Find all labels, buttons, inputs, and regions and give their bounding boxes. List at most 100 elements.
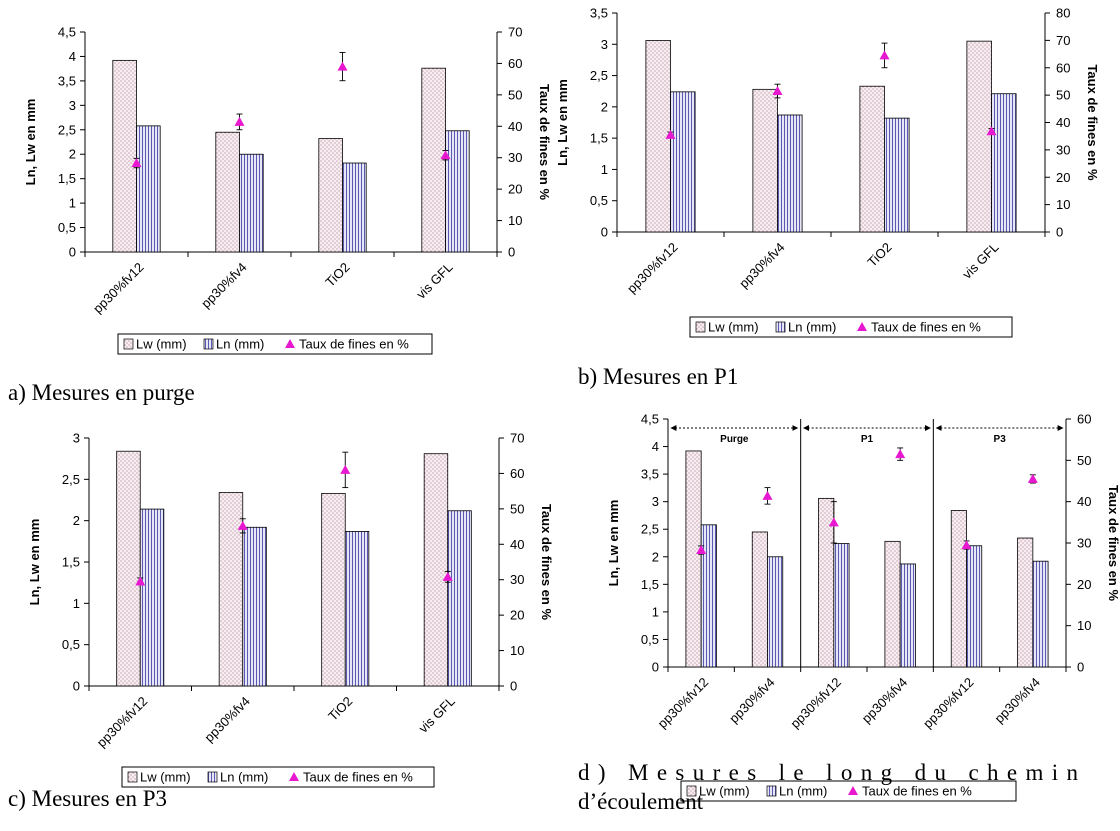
legend: Lw (mm) Ln (mm) Taux de fines en % bbox=[117, 333, 433, 355]
legend-swatch-ln bbox=[207, 771, 218, 783]
bar-ln bbox=[899, 563, 916, 668]
bar-ln bbox=[239, 153, 264, 253]
bar-ln bbox=[833, 543, 850, 668]
y-tick-label-left: 3 bbox=[652, 494, 659, 509]
legend-swatch-ln bbox=[775, 321, 786, 333]
panel-caption: b) Mesures en P1 bbox=[578, 364, 738, 389]
legend-label-lw: Lw (mm) bbox=[708, 320, 759, 335]
y-tick-label-right: 50 bbox=[1056, 88, 1070, 103]
legend: Lw (mm) Ln (mm) Taux de fines en % bbox=[689, 316, 1013, 338]
marker-taux bbox=[340, 464, 351, 474]
caption-line: d) Mesures le long du chemin bbox=[578, 760, 1079, 785]
y-tick-label-left: 2,5 bbox=[590, 68, 608, 83]
x-tick-label: pp30%fv12 bbox=[624, 240, 681, 297]
y-tick-label-right: 30 bbox=[1056, 142, 1070, 157]
y-axis-title-right: Taux de fines en % bbox=[539, 504, 554, 621]
y-tick-label-right: 40 bbox=[1056, 115, 1070, 130]
panel-caption: c) Mesures en P3 bbox=[8, 786, 167, 811]
y-tick-label-left: 1,5 bbox=[590, 131, 608, 146]
y-tick-label-left: 2 bbox=[652, 549, 659, 564]
legend-marker-taux bbox=[289, 772, 299, 781]
y-tick-label-right: 30 bbox=[508, 150, 522, 165]
bar-lw bbox=[645, 40, 671, 233]
y-tick-label-right: 50 bbox=[1077, 453, 1091, 468]
y-tick-label-right: 40 bbox=[1077, 494, 1091, 509]
y-tick-label-left: 1,5 bbox=[62, 555, 80, 570]
marker-taux bbox=[895, 449, 906, 459]
legend-swatch-lw bbox=[127, 771, 138, 783]
bar-lw bbox=[685, 450, 702, 668]
legend-swatch-ln bbox=[203, 338, 214, 350]
y-axis-title-right: Taux de fines en % bbox=[1106, 485, 1120, 602]
legend-box bbox=[117, 333, 433, 355]
y-tick-label-right: 80 bbox=[1056, 6, 1070, 21]
y-tick-label-left: 2,5 bbox=[641, 522, 659, 537]
y-tick-label-left: 4,5 bbox=[641, 412, 659, 427]
x-tick-label: pp30%fv12 bbox=[655, 675, 712, 732]
legend-label-taux: Taux de fines en % bbox=[303, 770, 413, 785]
bar-lw bbox=[752, 88, 778, 233]
chart-panel-a: 0 0,5 1 1,5 2 2,5 3 3,5 4 4,5 0 10 20 30 40 50 60 70 Ln, L… bbox=[8, 25, 552, 406]
y-tick-label-right: 0 bbox=[510, 679, 517, 694]
bar-ln bbox=[991, 93, 1017, 233]
legend-swatch-ln bbox=[766, 785, 777, 797]
y-tick-label-left: 0 bbox=[652, 660, 659, 675]
bar-lw bbox=[116, 450, 141, 687]
y-tick-label-right: 30 bbox=[1077, 536, 1091, 551]
marker-taux bbox=[961, 540, 972, 550]
y-tick-label-left: 0,5 bbox=[641, 632, 659, 647]
y-tick-label-right: 10 bbox=[508, 213, 522, 228]
y-tick-label-left: 3,5 bbox=[590, 6, 608, 21]
legend-label-lw: Lw (mm) bbox=[140, 770, 191, 785]
bar-ln bbox=[344, 531, 370, 687]
legend-label-ln: Ln (mm) bbox=[220, 770, 268, 785]
y-tick-label-left: 4,5 bbox=[58, 25, 76, 40]
legend-label-ln: Ln (mm) bbox=[788, 320, 836, 335]
caption-line: d’écoulement bbox=[578, 789, 704, 814]
y-tick-label-left: 3 bbox=[69, 98, 76, 113]
bar-ln bbox=[447, 510, 472, 687]
legend-label-ln: Ln (mm) bbox=[216, 337, 264, 352]
legend-label-taux: Taux de fines en % bbox=[862, 784, 972, 799]
bar-lw bbox=[1017, 537, 1034, 668]
marker-taux bbox=[234, 116, 245, 126]
legend-marker-taux bbox=[857, 322, 867, 331]
bar-ln bbox=[242, 526, 267, 687]
y-tick-label-left: 1,5 bbox=[641, 577, 659, 592]
bar-ln bbox=[670, 91, 696, 233]
y-tick-label-left: 1 bbox=[73, 596, 80, 611]
legend-label-lw: Lw (mm) bbox=[136, 337, 187, 352]
legend-swatch-lw bbox=[695, 321, 706, 333]
marker-taux bbox=[135, 576, 146, 586]
marker-taux bbox=[442, 571, 453, 581]
marker-taux bbox=[696, 545, 707, 555]
y-tick-label-left: 3,5 bbox=[641, 467, 659, 482]
y-tick-label-right: 50 bbox=[508, 87, 522, 102]
group-label: P3 bbox=[994, 434, 1007, 445]
bar-lw bbox=[421, 67, 446, 253]
y-tick-label-left: 0 bbox=[73, 679, 80, 694]
y-tick-label-left: 2 bbox=[601, 99, 608, 114]
bar-ln bbox=[342, 162, 367, 253]
x-tick-label: vis GFL bbox=[413, 260, 455, 302]
y-tick-label-left: 4 bbox=[69, 49, 76, 64]
x-tick-label: pp30%fv4 bbox=[859, 675, 910, 726]
y-tick-label-left: 1 bbox=[601, 162, 608, 177]
y-axis-title-left: Ln, Lw en mm bbox=[555, 79, 570, 166]
marker-taux bbox=[440, 150, 451, 160]
bar-ln bbox=[884, 117, 910, 233]
bar-lw bbox=[318, 138, 343, 253]
x-tick-label: pp30%fv4 bbox=[726, 675, 777, 726]
y-tick-label-right: 70 bbox=[508, 25, 522, 40]
y-tick-label-right: 40 bbox=[508, 119, 522, 134]
y-tick-label-right: 60 bbox=[508, 56, 522, 71]
x-tick-label: pp30%fv12 bbox=[920, 675, 977, 732]
y-tick-label-right: 70 bbox=[1056, 33, 1070, 48]
y-tick-label-right: 20 bbox=[1056, 170, 1070, 185]
y-tick-label-right: 70 bbox=[510, 431, 524, 446]
y-tick-label-left: 3 bbox=[73, 431, 80, 446]
bar-lw bbox=[215, 131, 240, 253]
y-tick-label-right: 50 bbox=[510, 501, 524, 516]
bar-ln bbox=[136, 125, 161, 253]
